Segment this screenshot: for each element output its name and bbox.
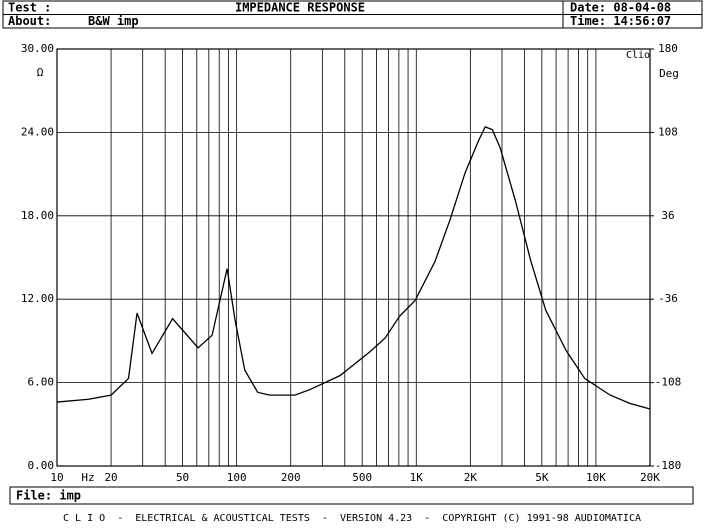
- x-tick-label: 10K: [586, 471, 606, 484]
- y-tick-label: 6.00: [28, 376, 55, 389]
- y2-tick-label: 180: [658, 42, 678, 55]
- y2-tick-label: -36: [658, 292, 678, 305]
- x-axis-label: Hz: [81, 471, 94, 484]
- plot-frame: [56, 48, 651, 467]
- y-tick-label: 24.00: [21, 125, 54, 138]
- x-tick-label: 1K: [410, 471, 424, 484]
- time: Time: 14:56:07: [570, 14, 671, 28]
- y-axis-label: Ω: [37, 66, 44, 79]
- impedance-curve: [56, 126, 651, 410]
- y2-tick-label: -108: [655, 376, 682, 389]
- y2-tick-label: 108: [658, 125, 678, 138]
- about-value: B&W imp: [88, 14, 139, 28]
- y2-tick-label: 36: [661, 209, 674, 222]
- about-label: About:: [8, 14, 51, 28]
- plot: 10 20 50 100 200 500 1K 2K 5K 10K 20K Hz 0.00 6.00 12.…: [21, 42, 681, 484]
- x-tick-label: 50: [176, 471, 189, 484]
- x-tick-label: 20: [104, 471, 117, 484]
- file-box: [9, 486, 694, 505]
- x-tick-label: 200: [281, 471, 301, 484]
- credits: C L I O - ELECTRICAL & ACOUSTICAL TESTS …: [63, 513, 641, 524]
- y2-tick-label: -180: [655, 459, 682, 472]
- x-tick-label: 500: [352, 471, 372, 484]
- y-tick-label: 12.00: [21, 292, 54, 305]
- x-tick-label: 10: [50, 471, 63, 484]
- test-label: Test :: [8, 1, 51, 15]
- x-tick-label: 5K: [535, 471, 549, 484]
- file-name: File: imp: [16, 489, 81, 503]
- date: Date: 08-04-08: [570, 1, 671, 15]
- title: IMPEDANCE RESPONSE: [235, 1, 365, 15]
- y-tick-label: 18.00: [21, 209, 54, 222]
- corner-label: Clio: [626, 50, 650, 61]
- y-tick-label: 30.00: [21, 42, 54, 55]
- y-tick-label: 0.00: [28, 459, 55, 472]
- x-tick-label: 100: [227, 471, 247, 484]
- x-tick-label: 20K: [640, 471, 660, 484]
- y2-axis-label: Deg: [659, 67, 679, 80]
- x-tick-label: 2K: [464, 471, 478, 484]
